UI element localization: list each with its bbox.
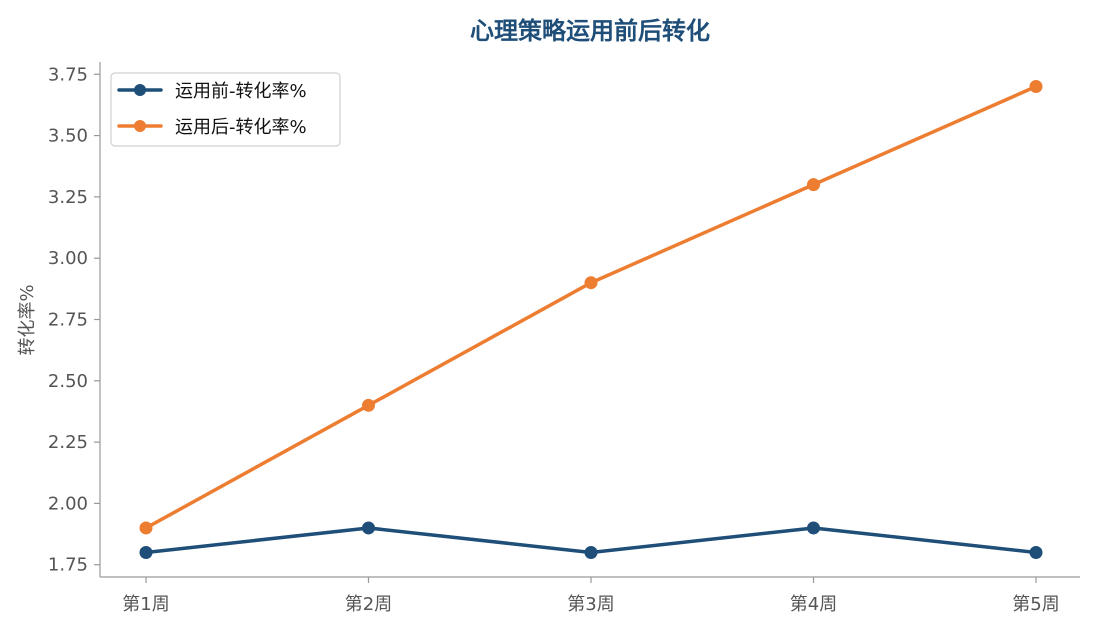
- series-2-point: [362, 398, 375, 412]
- x-tick-label: 第1周: [122, 594, 169, 615]
- y-axis-label: 转化率%: [17, 284, 38, 355]
- y-tick-label: 3.50: [48, 126, 88, 147]
- y-tick-label: 2.50: [48, 371, 88, 392]
- series-line-2: [144, 84, 1038, 530]
- series-1-point: [807, 521, 820, 535]
- chart-title: 心理策略运用前后转化: [470, 17, 710, 45]
- series-2-point: [807, 178, 820, 192]
- series-1-point: [362, 521, 375, 535]
- x-tick-label: 第4周: [790, 594, 837, 615]
- series-1-point: [1029, 545, 1043, 559]
- legend-label-2: 运用后-转化率%: [175, 117, 307, 138]
- x-tick-label: 第2周: [345, 594, 392, 615]
- y-tick-label: 3.25: [48, 187, 88, 208]
- series-1-point: [584, 545, 598, 559]
- y-tick-label: 1.75: [48, 555, 88, 576]
- y-tick-label: 2.25: [48, 432, 88, 453]
- legend-marker-1: [134, 84, 146, 96]
- x-tick-label: 第5周: [1012, 594, 1059, 615]
- x-tick-label: 第3周: [567, 594, 614, 615]
- y-tick-label: 2.75: [48, 310, 88, 331]
- series-2-point: [139, 521, 153, 535]
- y-tick-label: 2.00: [48, 493, 88, 514]
- series-2-point: [584, 276, 598, 290]
- y-tick-label: 3.00: [48, 248, 88, 269]
- series-2-point: [1029, 80, 1043, 94]
- legend-box: [110, 72, 341, 147]
- y-tick-label: 3.75: [48, 64, 88, 85]
- legend-label-1: 运用前-转化率%: [175, 81, 307, 102]
- legend-marker-2: [134, 120, 146, 132]
- series-1-point: [139, 545, 153, 559]
